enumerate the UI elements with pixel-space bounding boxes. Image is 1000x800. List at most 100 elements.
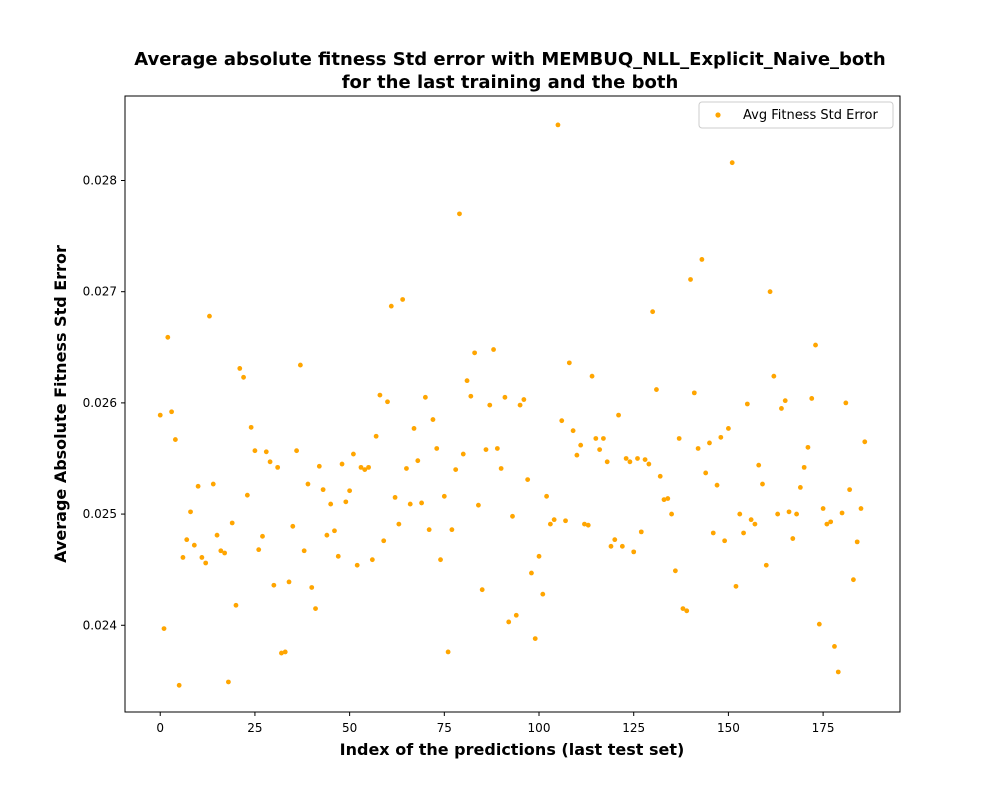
data-point-176	[824, 521, 830, 527]
data-point-137	[676, 436, 682, 441]
data-point-89	[494, 446, 500, 451]
data-point-87	[487, 402, 493, 408]
data-point-9	[191, 542, 197, 548]
data-point-50	[347, 488, 353, 494]
data-point-140	[688, 277, 693, 282]
data-point-81	[464, 378, 470, 384]
data-point-7	[184, 537, 190, 543]
data-point-117	[601, 436, 606, 441]
data-point-152	[733, 583, 739, 589]
data-point-174	[816, 621, 822, 627]
y-axis-label: Average Absolute Fitness Std Error	[51, 245, 70, 563]
data-point-164	[779, 406, 784, 411]
data-point-97	[525, 477, 531, 483]
data-point-20	[233, 602, 239, 608]
legend-label: Avg Fitness Std Error	[743, 108, 878, 123]
data-point-54	[362, 467, 368, 472]
data-point-100	[536, 553, 542, 559]
data-point-0	[157, 412, 163, 418]
data-point-103	[547, 521, 553, 527]
data-point-162	[771, 373, 777, 379]
data-point-63	[396, 521, 402, 527]
data-point-161	[767, 289, 773, 295]
data-point-36	[294, 448, 299, 454]
data-point-131	[654, 387, 659, 392]
data-point-3	[169, 409, 174, 415]
data-point-11	[199, 555, 205, 560]
y-tick-label-1: 0.025	[83, 507, 117, 521]
data-point-142	[695, 446, 701, 451]
data-point-24	[248, 424, 254, 430]
data-point-151	[729, 160, 735, 166]
data-point-30	[271, 582, 277, 588]
data-point-65	[404, 466, 409, 471]
data-point-57	[373, 433, 379, 439]
chart-legend: Avg Fitness Std Error	[698, 101, 894, 129]
data-point-23	[244, 492, 250, 498]
data-point-114	[589, 373, 595, 379]
data-point-66	[407, 501, 413, 507]
data-point-185	[858, 506, 864, 511]
data-point-146	[710, 530, 716, 536]
data-point-94	[513, 612, 519, 618]
y-axis-ticks: 0.024 0.025 0.026 0.027 0.028	[83, 174, 125, 632]
data-point-47	[335, 553, 341, 559]
chart-title-line-2: for the last training and the both	[342, 72, 679, 93]
data-point-60	[385, 399, 390, 405]
data-point-132	[657, 473, 663, 479]
data-point-112	[582, 521, 587, 527]
data-point-59	[381, 538, 387, 544]
data-point-153	[737, 511, 743, 517]
y-tick-label-2: 0.026	[83, 396, 117, 410]
data-point-160	[763, 562, 769, 568]
data-point-101	[540, 591, 546, 597]
data-point-156	[748, 517, 754, 523]
data-point-139	[684, 608, 690, 614]
x-tick-label-6: 150	[717, 721, 740, 735]
data-point-155	[744, 401, 750, 407]
data-point-118	[604, 459, 610, 465]
data-point-49	[343, 499, 349, 505]
data-point-18	[226, 679, 231, 685]
data-point-172	[809, 396, 815, 401]
data-point-85	[479, 587, 485, 593]
data-point-111	[578, 442, 584, 448]
data-point-130	[650, 309, 656, 315]
data-point-168	[794, 511, 799, 517]
data-point-32	[279, 650, 284, 656]
data-point-70	[422, 394, 428, 400]
x-tick-label-3: 75	[437, 721, 452, 735]
data-point-2	[165, 334, 171, 340]
y-tick-label-0: 0.024	[83, 618, 117, 632]
data-point-169	[797, 484, 803, 490]
data-point-154	[741, 530, 746, 536]
data-point-21	[237, 366, 243, 371]
data-point-148	[718, 434, 724, 440]
data-point-183	[851, 577, 856, 583]
data-point-73	[434, 446, 440, 451]
data-point-136	[672, 568, 678, 574]
data-point-39	[305, 481, 311, 487]
data-point-86	[483, 447, 489, 452]
data-point-79	[457, 211, 462, 217]
data-point-179	[835, 669, 841, 675]
data-point-126	[635, 456, 640, 461]
data-point-26	[256, 547, 262, 553]
data-point-76	[445, 649, 451, 655]
data-point-108	[566, 360, 572, 366]
data-point-143	[699, 257, 705, 262]
data-point-43	[320, 487, 326, 493]
scatter-points	[157, 122, 868, 688]
data-point-28	[263, 449, 269, 455]
data-point-27	[260, 533, 265, 539]
data-point-52	[354, 562, 360, 568]
data-point-147	[714, 482, 720, 488]
data-point-19	[229, 520, 235, 526]
data-point-150	[726, 426, 731, 431]
data-point-128	[642, 457, 648, 462]
data-point-1	[161, 626, 167, 632]
data-point-78	[453, 467, 459, 472]
data-point-46	[332, 528, 337, 534]
